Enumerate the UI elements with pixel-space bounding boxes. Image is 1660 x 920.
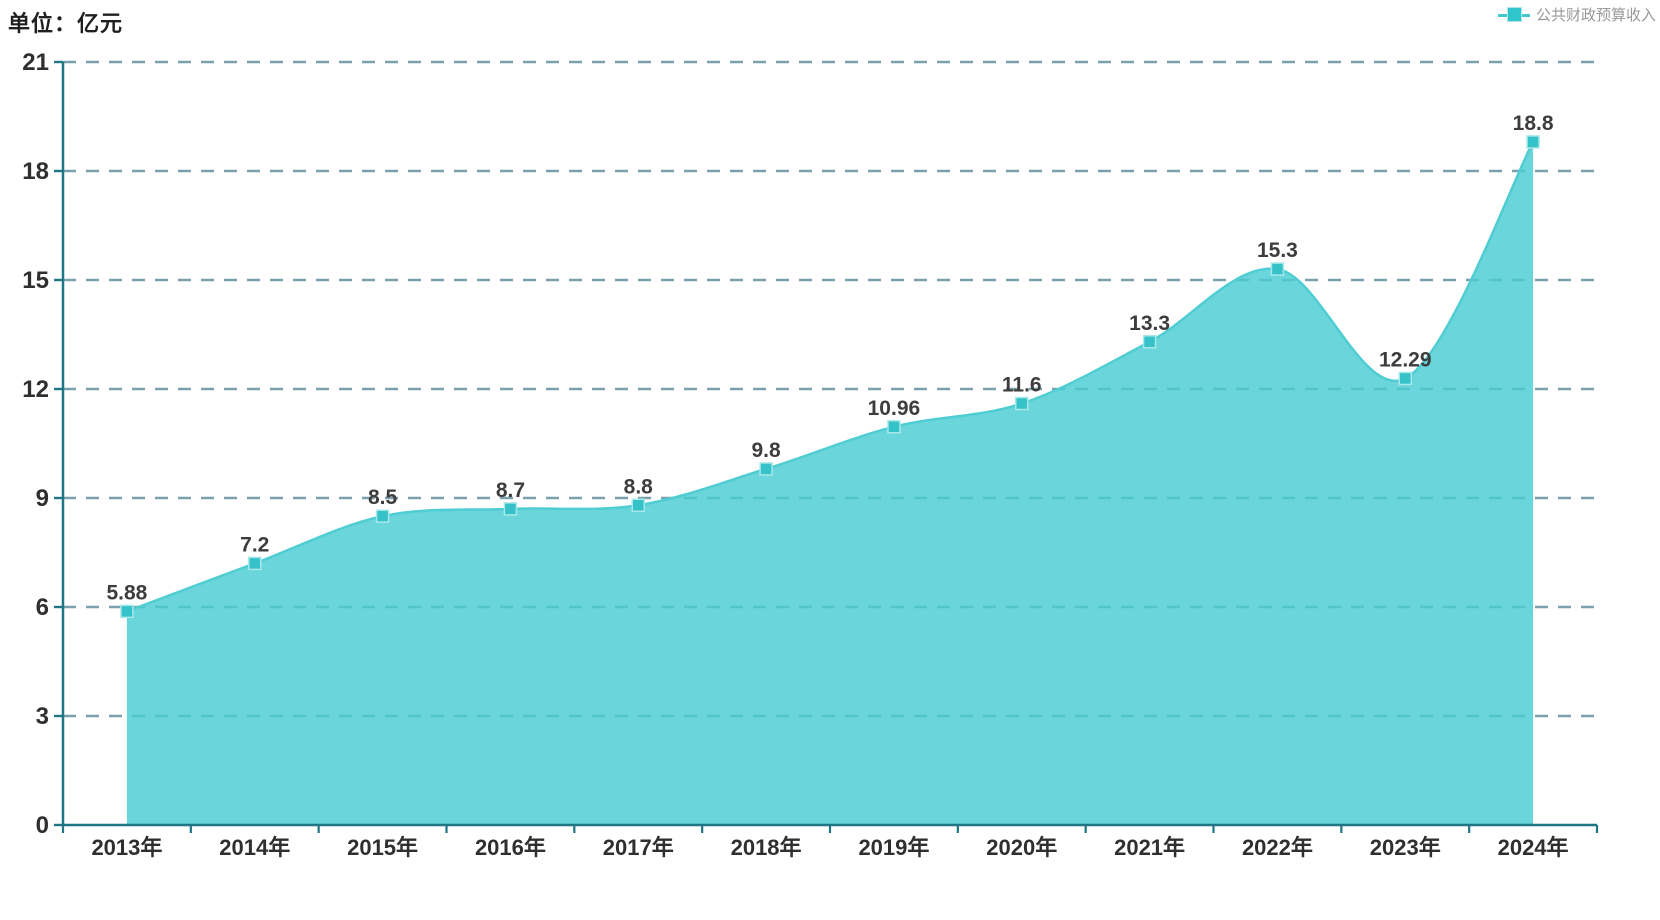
series-area-fill	[126, 141, 1534, 825]
data-point-labels: 5.88 7.2 8.5 8.7 8.8 9.8 10.96 11.6 13.3 15.3 12.2…	[106, 112, 1553, 604]
line-series-legend-icon	[1497, 6, 1530, 23]
data-point-label: 8.5	[368, 486, 398, 509]
y-axis-label: 18	[22, 158, 49, 185]
y-axis-label: 6	[36, 594, 49, 621]
x-axis-label: 2019年	[858, 835, 929, 860]
x-axis-label: 2017年	[603, 835, 674, 860]
x-axis-label: 2024年	[1498, 835, 1569, 860]
data-point-label: 5.88	[106, 581, 147, 604]
x-axis-label: 2022年	[1242, 835, 1313, 860]
y-axis-labels: 0 3 6 9 12 15 18 21	[22, 49, 49, 839]
x-axis-label: 2013年	[91, 835, 162, 860]
y-axis-label: 12	[22, 376, 49, 403]
data-point-label: 8.8	[624, 475, 654, 498]
x-axis-label: 2020年	[986, 835, 1057, 860]
data-point-markers	[120, 135, 1540, 619]
unit-label: 单位：亿元	[8, 11, 124, 36]
x-axis-label: 2021年	[1114, 835, 1185, 860]
x-axis-label: 2015年	[347, 835, 418, 860]
x-axis-labels: 2013年 2014年 2015年 2016年 2017年 2018年 2019年 2020年…	[91, 835, 1568, 860]
data-point-label: 10.96	[868, 397, 921, 420]
x-axis-label: 2018年	[731, 835, 802, 860]
data-point-marker	[1398, 371, 1412, 386]
data-point-marker	[1270, 262, 1285, 276]
data-point-label: 9.8	[751, 439, 781, 462]
x-axis-label: 2014年	[219, 835, 290, 860]
y-axis-label: 21	[22, 49, 49, 76]
x-axis-label: 2016年	[475, 835, 546, 860]
data-point-marker	[375, 509, 390, 523]
data-point-label: 7.2	[240, 533, 269, 556]
y-axis-label: 9	[36, 485, 49, 512]
x-axis-label: 2023年	[1370, 835, 1441, 860]
y-axis-label: 0	[36, 812, 49, 839]
data-point-marker	[120, 604, 134, 619]
legend-item-revenue[interactable]: 公共财政预算收入	[1497, 4, 1656, 25]
data-point-marker	[248, 556, 262, 571]
legend-label: 公共财政预算收入	[1535, 7, 1656, 24]
data-point-label: 13.3	[1129, 312, 1170, 335]
data-point-marker	[503, 502, 518, 516]
data-point-label: 8.7	[496, 479, 525, 502]
data-point-label: 12.29	[1379, 348, 1432, 371]
y-axis-label: 3	[36, 703, 49, 730]
legend-square-marker	[1506, 6, 1522, 22]
data-point-marker	[1015, 396, 1029, 411]
y-axis-label: 15	[22, 267, 49, 294]
data-point-marker	[1142, 335, 1157, 349]
data-point-marker	[1526, 135, 1540, 149]
data-point-label: 11.6	[1002, 374, 1042, 397]
data-point-label: 18.8	[1513, 112, 1554, 135]
data-point-marker	[887, 420, 901, 434]
data-point-marker	[631, 498, 645, 513]
data-point-marker	[759, 462, 773, 476]
axes	[54, 60, 1599, 833]
data-point-label: 15.3	[1257, 239, 1298, 262]
